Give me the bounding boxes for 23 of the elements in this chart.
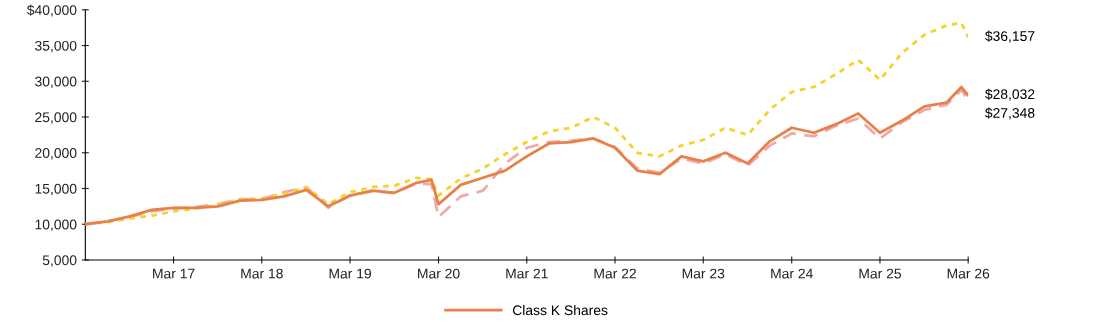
- x-tick-label: Mar 26: [947, 268, 990, 279]
- x-tick-label: Mar 24: [771, 268, 813, 279]
- y-tick-label: 25,000: [35, 112, 77, 124]
- x-tick-label: Mar 22: [594, 268, 636, 279]
- annotation: $28,032: [985, 88, 1035, 101]
- line-series: [85, 21, 969, 226]
- y-tick-label: 35,000: [35, 40, 77, 53]
- y-tick-label: 15,000: [35, 183, 77, 196]
- x-tick-label: Mar 21: [506, 268, 548, 279]
- x-tick-label: Mar 19: [329, 268, 371, 279]
- y-tick-label: 20,000: [35, 148, 77, 160]
- annotation: $27,348: [985, 107, 1035, 120]
- y-tick-label: $40,000: [26, 4, 77, 17]
- x-tick-label: Mar 23: [682, 268, 725, 279]
- y-tick-label: 30,000: [35, 76, 77, 89]
- legend-label: Class K Shares: [512, 304, 608, 316]
- x-tick-label: Mar 20: [418, 268, 460, 279]
- x-tick-label: Mar 25: [859, 268, 901, 279]
- x-tick-label: Mar 17: [153, 268, 195, 279]
- x-tick-label: Mar 18: [241, 268, 283, 279]
- y-tick-label: 5,000: [42, 255, 77, 267]
- annotation: $36,157: [985, 30, 1035, 43]
- y-tick-label: 10,000: [35, 219, 77, 232]
